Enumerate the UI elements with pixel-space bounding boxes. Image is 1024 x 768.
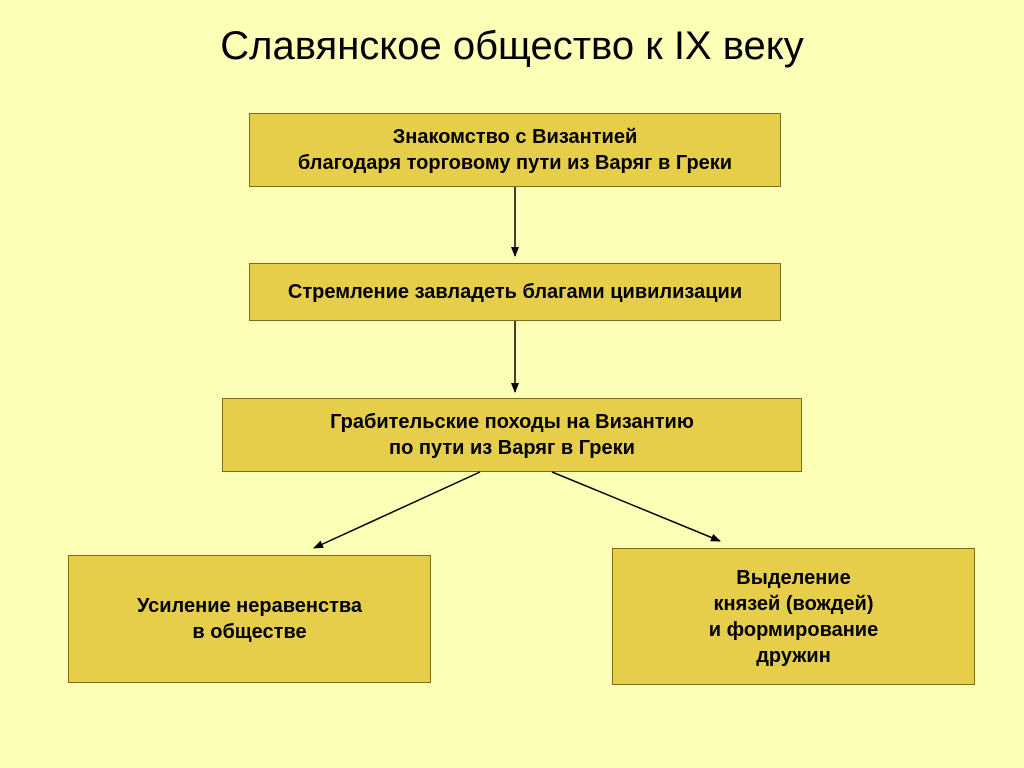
box-text: Выделениекнязей (вождей)и формированиедр… [709, 565, 878, 669]
box-raids: Грабительские походы на Византиюпо пути … [222, 398, 802, 472]
box-byzantium-trade: Знакомство с Византиейблагодаря торговом… [249, 113, 781, 187]
box-inequality: Усиление неравенствав обществе [68, 555, 431, 683]
slide: Славянское общество к IX веку Знакомство… [0, 0, 1024, 768]
box-text: Знакомство с Византиейблагодаря торговом… [298, 124, 732, 176]
box-text: Стремление завладеть благами цивилизации [288, 279, 742, 305]
box-princes: Выделениекнязей (вождей)и формированиедр… [612, 548, 975, 685]
box-text: Усиление неравенствав обществе [137, 593, 362, 645]
box-desire-goods: Стремление завладеть благами цивилизации [249, 263, 781, 321]
slide-title: Славянское общество к IX веку [0, 24, 1024, 69]
box-text: Грабительские походы на Византиюпо пути … [330, 409, 694, 461]
